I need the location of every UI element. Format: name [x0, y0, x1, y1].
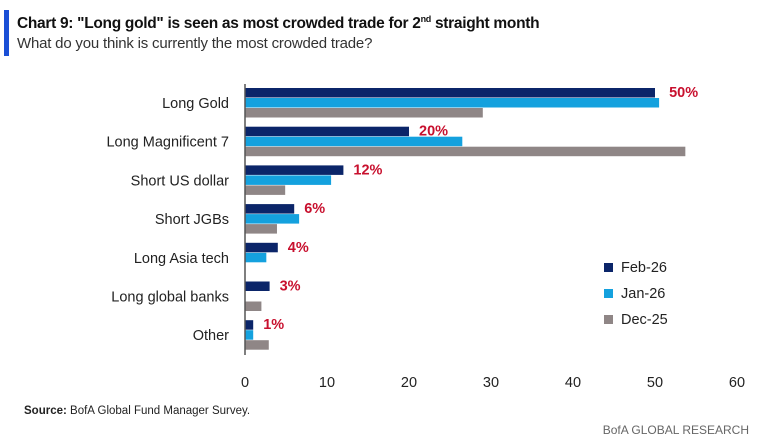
bar-dec-25 [245, 224, 277, 234]
x-tick-label: 50 [647, 375, 663, 391]
x-tick-label: 10 [319, 375, 335, 391]
chart-subtitle: What do you think is currently the most … [17, 35, 373, 52]
bar-jan-26 [245, 175, 332, 185]
legend-label: Dec-25 [621, 312, 668, 328]
bar-feb-26 [245, 88, 655, 98]
data-label: 3% [280, 279, 301, 295]
category-label: Short JGBs [155, 212, 229, 228]
bar-dec-25 [245, 108, 483, 118]
bar-dec-25 [245, 340, 269, 350]
legend-swatch [604, 315, 613, 324]
legend-swatch [604, 289, 613, 298]
bar-dec-25 [245, 301, 262, 311]
bar-feb-26 [245, 242, 278, 253]
category-label: Long global banks [111, 290, 229, 306]
data-label: 20% [419, 124, 448, 140]
x-tick-label: 20 [401, 375, 417, 391]
category-label: Long Gold [162, 96, 229, 112]
legend-label: Feb-26 [621, 260, 667, 276]
data-label: 12% [353, 162, 382, 178]
category-label: Long Magnificent 7 [106, 135, 229, 151]
bar-jan-26 [245, 214, 300, 224]
bar-jan-26 [245, 252, 267, 263]
bar-jan-26 [245, 98, 660, 108]
bar-chart: Long Gold 50% Long Magnificent 7 20% Short U… [106, 84, 745, 391]
title-accent-bar [4, 10, 9, 56]
legend-label: Jan-26 [621, 286, 665, 302]
category-label: Other [193, 328, 229, 344]
x-tick-label: 0 [241, 375, 249, 391]
legend-swatch [604, 263, 613, 272]
chart-title: Chart 9: "Long gold" is seen as most cro… [17, 14, 540, 33]
bar-feb-26 [245, 126, 409, 137]
bar-feb-26 [245, 320, 254, 330]
bar-feb-26 [245, 165, 344, 175]
bar-feb-26 [245, 281, 270, 291]
bar-jan-26 [245, 136, 463, 147]
data-label: 4% [288, 240, 309, 256]
category-label: Short US dollar [131, 173, 229, 189]
x-tick-label: 40 [565, 375, 581, 391]
source-note: Source: BofA Global Fund Manager Survey. [24, 405, 251, 417]
x-tick-label: 30 [483, 375, 499, 391]
data-label: 50% [669, 85, 698, 101]
bar-feb-26 [245, 204, 295, 214]
bar-dec-25 [245, 146, 686, 157]
x-tick-label: 60 [729, 375, 745, 391]
category-label: Long Asia tech [134, 251, 229, 267]
data-label: 6% [304, 201, 325, 217]
bar-jan-26 [245, 330, 254, 340]
data-label: 1% [263, 317, 284, 333]
bar-dec-25 [245, 185, 286, 195]
brand-footer: BofA GLOBAL RESEARCH [602, 423, 749, 437]
